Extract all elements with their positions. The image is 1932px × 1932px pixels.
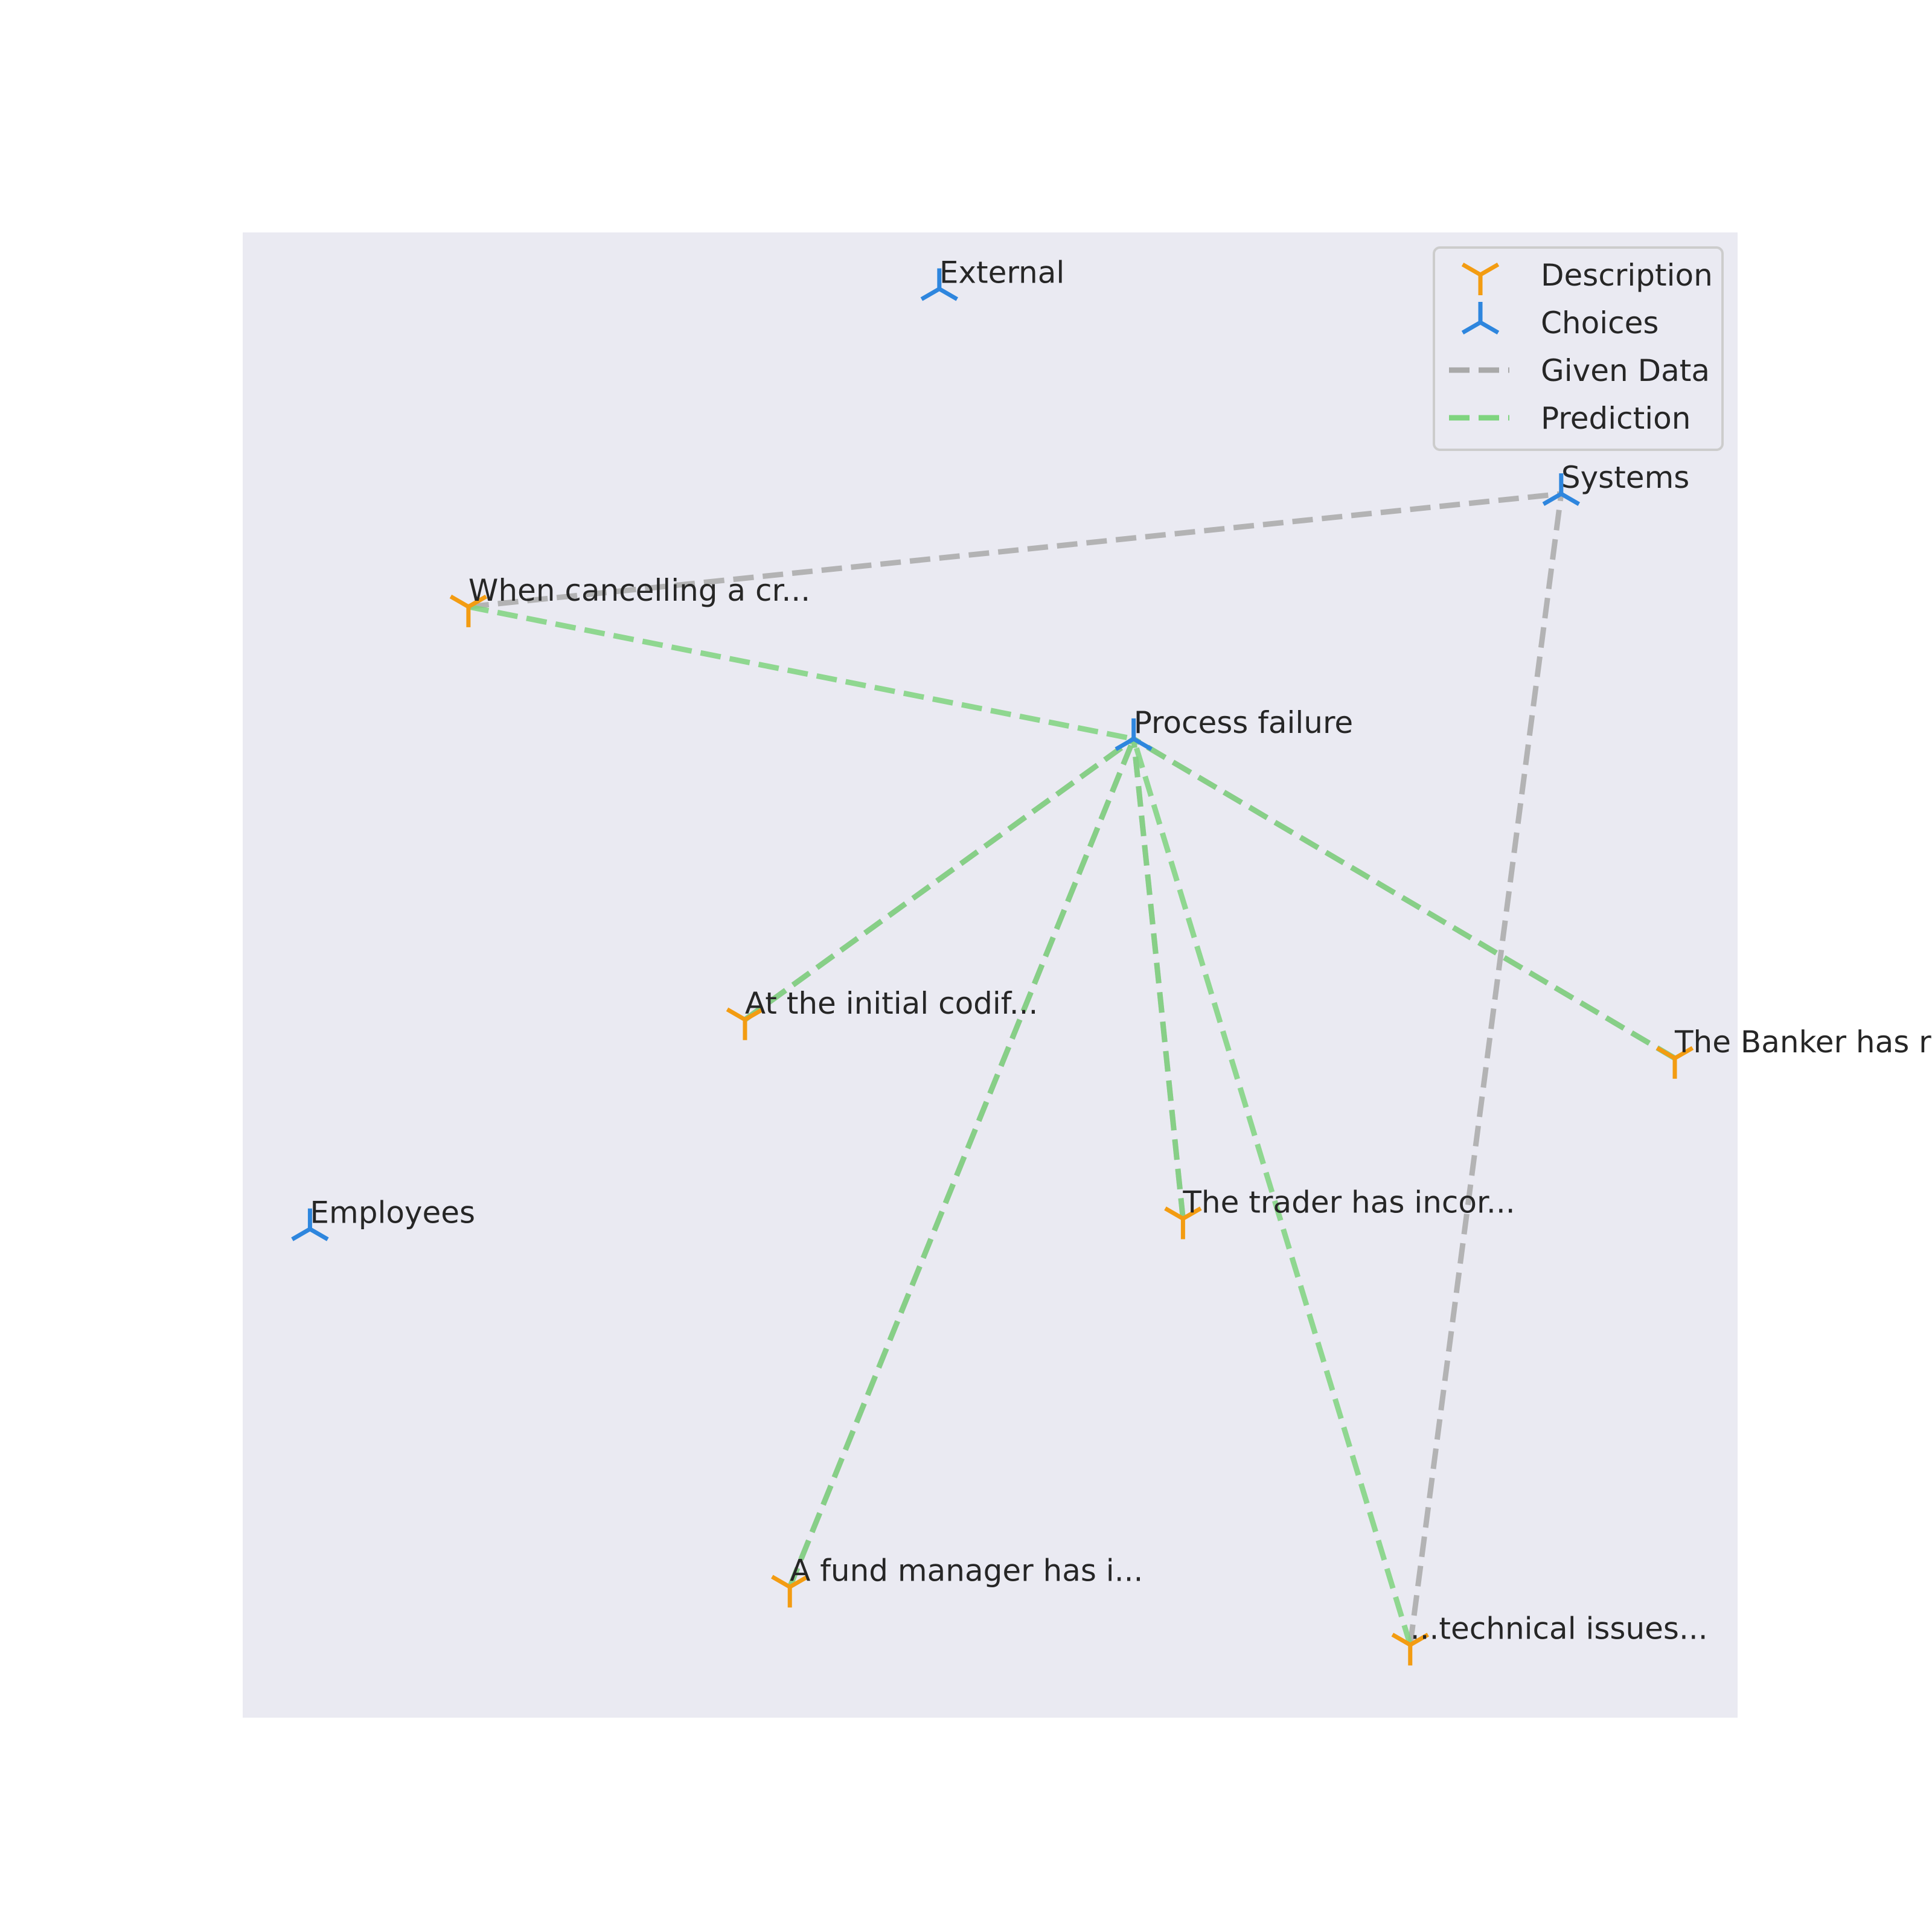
description-marker-trader	[1164, 1206, 1202, 1239]
legend-item-prediction-line: Prediction	[1449, 401, 1690, 436]
choice-label-systems: Systems	[1561, 460, 1690, 495]
prediction-edge-banker-process	[1132, 736, 1677, 1061]
legend-item-description-marker: Description	[1461, 258, 1713, 295]
description-label-codif: At the initial codif...	[745, 986, 1038, 1021]
description-label-fund: A fund manager has i...	[790, 1553, 1143, 1588]
choice-label-employees: Employees	[310, 1195, 475, 1230]
choice-marker-employees	[291, 1208, 329, 1241]
prediction-edges	[467, 604, 1677, 1646]
given-edge-cancel-systems	[468, 491, 1562, 610]
description-marker-codif	[726, 1007, 764, 1040]
prediction-edge-trader-process	[1131, 738, 1186, 1219]
node-labels: External Systems Process failure Employees W…	[310, 255, 1932, 1646]
prediction-edge-fund-process	[787, 738, 1136, 1588]
description-label-banker: The Banker has re...	[1674, 1025, 1932, 1060]
legend-item-given-line: Given Data	[1449, 353, 1710, 388]
description-marker-tech	[1391, 1633, 1429, 1666]
prediction-edge-tech-process	[1131, 738, 1413, 1646]
choice-label-process: Process failure	[1134, 705, 1354, 740]
description-label-trader: The trader has incor...	[1182, 1185, 1515, 1220]
prediction-edge-codif-process	[743, 737, 1136, 1022]
plot-background	[243, 232, 1738, 1718]
legend-label: Description	[1541, 258, 1713, 293]
legend-label: Choices	[1541, 305, 1659, 341]
description-label-tech: ...technical issues...	[1410, 1611, 1708, 1646]
choice-marker-systems	[1542, 473, 1581, 506]
legend: Description Choices Given Data Prediction	[1433, 246, 1724, 451]
nodes	[291, 268, 1694, 1666]
given-edge-tech-systems	[1407, 493, 1564, 1646]
description-marker-banker	[1655, 1046, 1694, 1079]
choice-marker-external	[920, 268, 959, 301]
legend-label: Prediction	[1541, 401, 1690, 436]
description-marker-cancel	[449, 594, 488, 627]
prediction-edge-cancel-process	[467, 604, 1134, 742]
choice-marker-process	[1115, 718, 1153, 751]
legend-label: Given Data	[1541, 353, 1710, 388]
description-marker-fund	[771, 1575, 809, 1608]
legend-frame	[1433, 246, 1724, 451]
legend-item-choices-marker: Choices	[1461, 302, 1659, 341]
choice-label-external: External	[939, 255, 1064, 290]
description-label-cancel: When cancelling a cr...	[469, 573, 810, 608]
